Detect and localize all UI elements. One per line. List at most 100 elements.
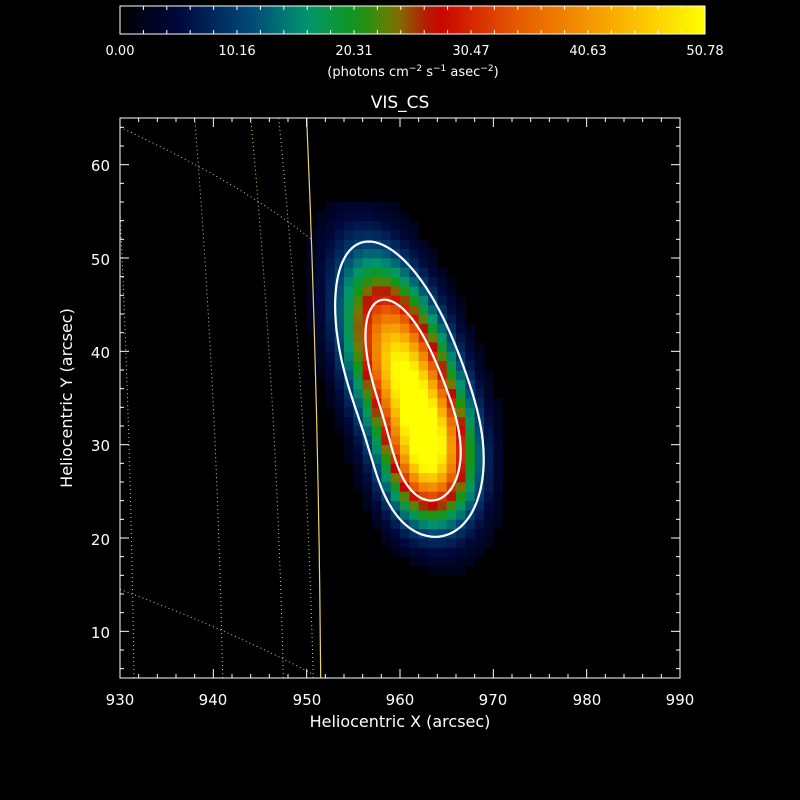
heatmap-cell [409, 472, 420, 483]
heatmap-cell [428, 286, 438, 296]
heatmap-cell [474, 482, 485, 492]
heatmap-cell [334, 426, 345, 436]
heatmap-cell [390, 286, 401, 296]
heatmap-cell [428, 472, 438, 483]
heatmap-cell [418, 416, 429, 427]
heatmap-cell [390, 500, 401, 511]
heatmap-cell [353, 248, 364, 259]
heatmap-cell [437, 388, 448, 399]
heatmap-cell [344, 202, 354, 212]
heatmap-cell [390, 435, 401, 446]
heatmap-cell [372, 342, 382, 352]
heatmap-cell [353, 342, 364, 352]
heatmap-cell [400, 426, 410, 436]
heatmap-cell [390, 230, 401, 240]
heatmap-cell [418, 435, 429, 446]
heatmap-cell [418, 510, 429, 520]
heatmap-cell [456, 295, 466, 306]
heatmap-cell [390, 388, 401, 399]
heatmap-cell [418, 323, 429, 334]
heatmap-cell [418, 547, 429, 558]
heatmap-cell [353, 314, 364, 324]
heatmap-cell [409, 276, 420, 287]
heatmap-cell [372, 482, 382, 492]
heatmap-cell [465, 519, 476, 530]
heatmap-cell [353, 258, 364, 268]
heatmap-cell [409, 220, 420, 231]
heatmap-cell [381, 482, 392, 492]
heatmap-cell [381, 454, 392, 464]
heatmap-cell [390, 220, 401, 231]
heatmap-cell [362, 332, 373, 343]
heatmap-cell [493, 463, 504, 474]
heatmap-cell [353, 379, 364, 390]
heatmap-cell [353, 407, 364, 418]
heatmap-cell [390, 323, 401, 334]
heatmap-cell [418, 379, 429, 390]
heatmap-cell [428, 538, 438, 548]
heatmap-cell [381, 444, 392, 455]
heatmap-cell [344, 332, 354, 343]
heatmap-cell [474, 472, 485, 483]
heatmap-cell [316, 360, 326, 371]
heatmap-cell [446, 510, 457, 520]
heatmap-cell [484, 407, 494, 418]
heatmap-cell [428, 258, 438, 268]
heatmap-cell [428, 398, 438, 408]
heatmap-cell [437, 407, 448, 418]
heatmap-cell [400, 332, 410, 343]
heatmap-cell [362, 202, 373, 212]
heatmap-cell [409, 547, 420, 558]
heatmap-cell [493, 454, 504, 464]
heatmap-cell [484, 538, 494, 548]
heatmap-cell [362, 398, 373, 408]
heatmap-cell [325, 370, 336, 380]
heatmap-cell [418, 360, 429, 371]
heatmap-cell [362, 500, 373, 511]
heatmap-cell [428, 500, 438, 511]
heatmap-cell [400, 351, 410, 362]
y-tick-label-50: 50 [91, 251, 110, 269]
heatmap-cell [409, 323, 420, 334]
heatmap-cell [400, 239, 410, 250]
heatmap-cell [325, 230, 336, 240]
heatmap-cell [437, 528, 448, 539]
heatmap-cell [418, 463, 429, 474]
heatmap-cell [437, 304, 448, 315]
heatmap-cell [456, 388, 466, 399]
heatmap-cell [344, 360, 354, 371]
heatmap-cell [456, 491, 466, 502]
heatmap-cell [474, 538, 485, 548]
heatmap-cell [334, 360, 345, 371]
heatmap-cell [437, 332, 448, 343]
heatmap-cell [344, 304, 354, 315]
heatmap-cell [344, 444, 354, 455]
colorbar-minor-ticks [142, 6, 683, 34]
grid-parallel [120, 588, 312, 674]
heatmap-cell [428, 547, 438, 558]
heatmap-cell [484, 454, 494, 464]
heatmap-cell [418, 267, 429, 278]
heatmap-cell [409, 370, 420, 380]
heatmap-cell [400, 342, 410, 352]
heatmap-cell [344, 416, 354, 427]
heatmap-cell [400, 379, 410, 390]
heatmap-cell [344, 351, 354, 362]
heatmap-cell [334, 351, 345, 362]
heatmap-cell [484, 528, 494, 539]
heatmap-cell [353, 286, 364, 296]
heatmap-cell [362, 463, 373, 474]
heatmap-cell [446, 276, 457, 287]
heatmap-cell [400, 286, 410, 296]
heatmap-cell [446, 454, 457, 464]
heatmap-cell [400, 314, 410, 324]
heatmap-cell [344, 276, 354, 287]
heatmap-cell [418, 388, 429, 399]
heatmap-cell [428, 388, 438, 399]
heatmap-cell [381, 202, 392, 212]
heatmap-cell [409, 398, 420, 408]
heatmap-cell [474, 388, 485, 399]
heatmap-cell [372, 258, 382, 268]
heatmap-cell [325, 258, 336, 268]
heatmap-cell [409, 426, 420, 436]
